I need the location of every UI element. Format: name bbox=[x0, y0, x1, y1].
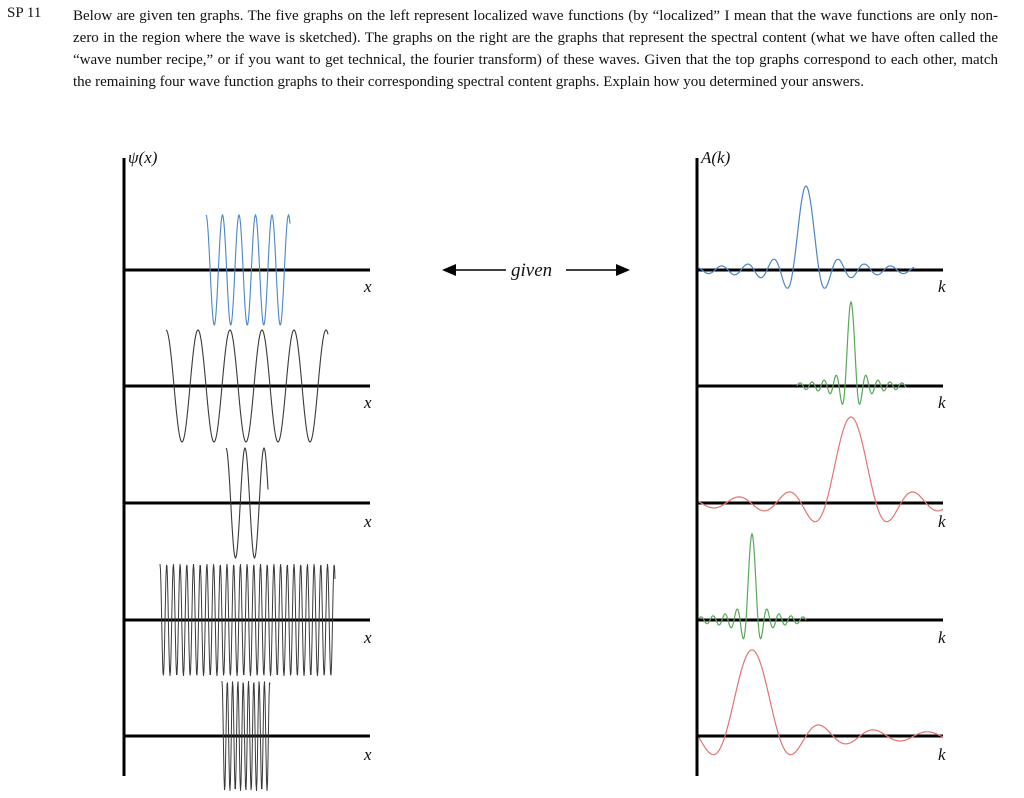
wave-function-3 bbox=[225, 446, 269, 560]
problem-label: SP 11 bbox=[7, 5, 42, 21]
x-label-5: x bbox=[363, 745, 372, 764]
wave-function-5 bbox=[221, 680, 271, 791]
right-panel: A(k) k k k k k bbox=[695, 148, 946, 776]
spectrum-4 bbox=[698, 532, 807, 640]
problem-header: SP 11 Below are given ten graphs. The fi… bbox=[0, 0, 1024, 130]
arrow-head-right-icon bbox=[616, 264, 630, 276]
psi-axis-label: ψ(x) bbox=[128, 148, 158, 167]
k-label-3: k bbox=[938, 512, 946, 531]
k-label-5: k bbox=[938, 745, 946, 764]
wave-function-1 bbox=[205, 213, 291, 326]
x-label-1: x bbox=[363, 277, 372, 296]
wave-function-4 bbox=[159, 563, 336, 676]
left-panel: ψ(x) x x x x x bbox=[122, 148, 372, 791]
wave-function-2 bbox=[165, 329, 329, 443]
given-arrow: given bbox=[442, 260, 630, 281]
spectrum-1 bbox=[698, 185, 915, 289]
k-label-4: k bbox=[938, 628, 946, 647]
spectrum-5 bbox=[698, 649, 944, 756]
spectrum-3 bbox=[698, 416, 944, 523]
x-label-3: x bbox=[363, 512, 372, 531]
k-label-1: k bbox=[938, 277, 946, 296]
spectrum-2 bbox=[796, 300, 907, 406]
x-label-4: x bbox=[363, 628, 372, 647]
a-axis-label: A(k) bbox=[700, 148, 731, 167]
k-label-2: k bbox=[938, 393, 946, 412]
given-label: given bbox=[511, 260, 552, 281]
problem-text: Below are given ten graphs. The five gra… bbox=[73, 8, 998, 90]
x-label-2: x bbox=[363, 393, 372, 412]
arrow-head-left-icon bbox=[442, 264, 456, 276]
